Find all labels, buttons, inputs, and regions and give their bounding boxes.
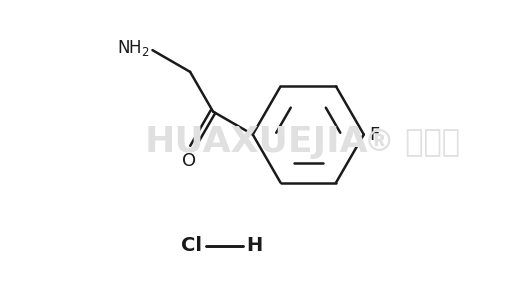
Text: F: F — [370, 125, 380, 144]
Text: H: H — [246, 236, 263, 255]
Text: O: O — [181, 152, 196, 170]
Text: NH$_2$: NH$_2$ — [118, 38, 150, 58]
Text: Cl: Cl — [181, 236, 202, 255]
Text: ® 化学加: ® 化学加 — [364, 127, 460, 156]
Text: HUAXUEJIA: HUAXUEJIA — [144, 125, 368, 159]
